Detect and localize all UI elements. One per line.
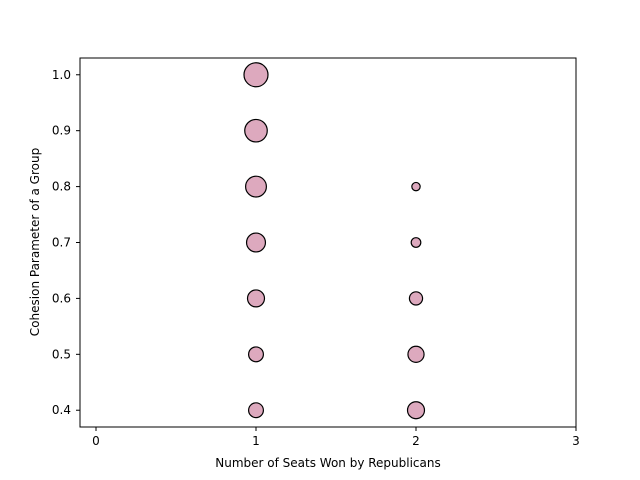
data-point-2 <box>246 289 266 308</box>
data-point-5 <box>244 118 268 143</box>
x-tick-label-3: 3 <box>572 434 580 448</box>
x-tick-label-1: 1 <box>252 434 260 448</box>
data-point-10 <box>410 237 422 248</box>
data-point-8 <box>407 345 425 363</box>
data-point-11 <box>411 181 421 192</box>
data-point-6 <box>243 62 269 88</box>
data-point-1 <box>248 346 264 363</box>
y-axis-ticks: 0.4 0.5 0.6 0.7 0.8 0.9 1.0 <box>52 68 80 417</box>
x-axis-ticks: 0 1 2 3 <box>92 427 580 448</box>
data-point-3 <box>245 232 267 253</box>
x-axis-title: Number of Seats Won by Republicans <box>215 456 440 470</box>
y-axis-title: Cohesion Parameter of a Group <box>28 148 42 336</box>
x-tick-label-0: 0 <box>92 434 100 448</box>
y-tick-label-5: 0.9 <box>52 124 71 138</box>
y-tick-label-0: 0.4 <box>52 403 71 417</box>
data-point-4 <box>245 175 267 198</box>
y-tick-label-3: 0.7 <box>52 236 71 250</box>
data-point-9 <box>408 291 424 306</box>
data-point-0 <box>248 402 264 419</box>
data-point-7 <box>406 401 426 420</box>
x-tick-label-2: 2 <box>412 434 420 448</box>
y-tick-label-1: 0.5 <box>52 347 71 361</box>
y-tick-label-6: 1.0 <box>52 68 71 82</box>
y-tick-label-2: 0.6 <box>52 291 71 305</box>
data-points <box>243 62 426 420</box>
y-tick-label-4: 0.8 <box>52 180 71 194</box>
